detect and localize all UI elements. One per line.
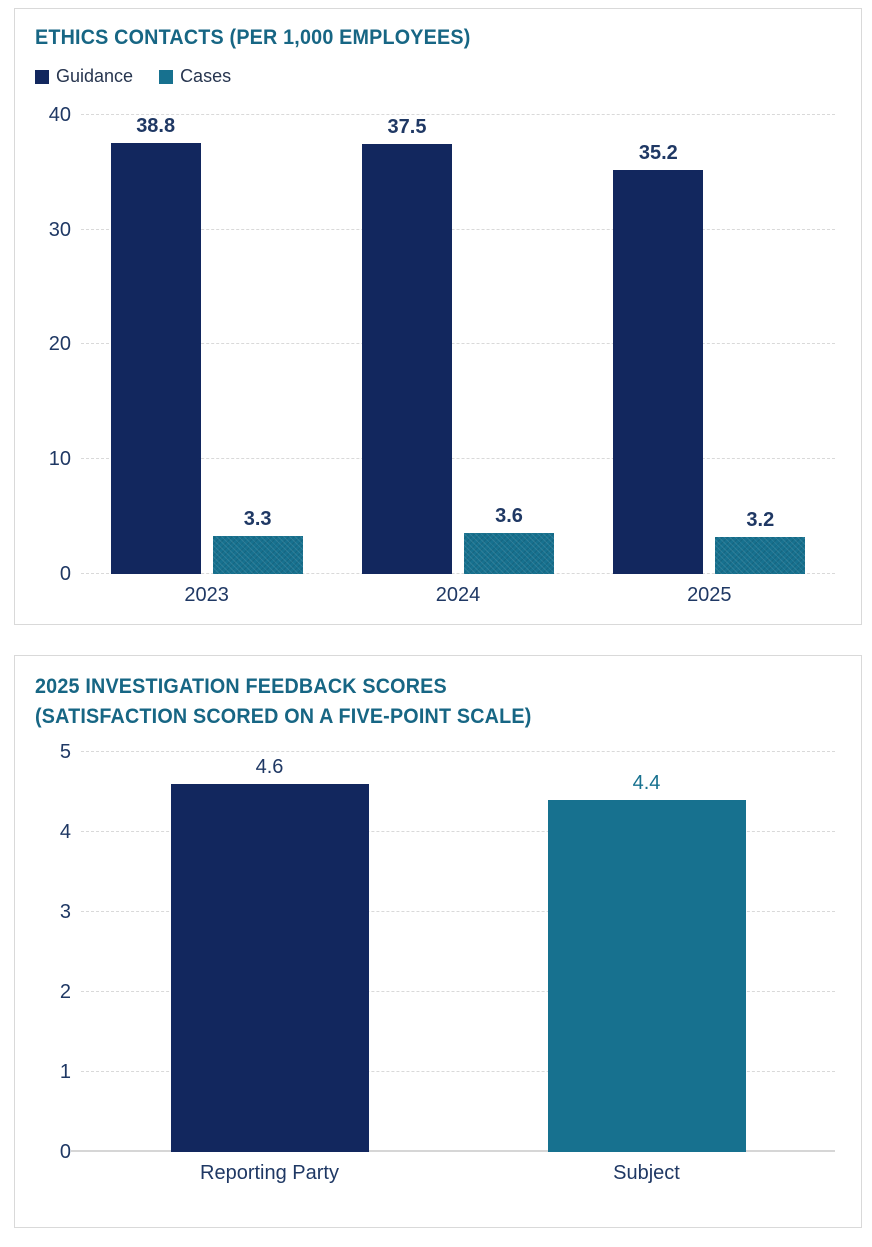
feedback-scores-plot-area: 0 1 2 3 4 5 4.6 4.4 bbox=[60, 741, 835, 1163]
bar-and-label: 3.3 bbox=[212, 115, 303, 574]
cases-swatch-icon bbox=[159, 69, 174, 84]
bar-and-label: 37.5 bbox=[361, 115, 452, 574]
bar-group-reporting-party: 4.6 bbox=[170, 752, 369, 1152]
gridline-y40 bbox=[81, 113, 835, 115]
y-tick-label: 2 bbox=[59, 980, 71, 1003]
bar-value-label: 4.6 bbox=[255, 755, 284, 778]
bar-and-label: 3.6 bbox=[463, 115, 554, 574]
y-tick-label: 3 bbox=[59, 900, 71, 923]
bar-cases-2025 bbox=[715, 537, 806, 574]
legend-label: Cases bbox=[180, 66, 232, 87]
bar-value-label: 3.6 bbox=[495, 504, 523, 527]
guidance-swatch-icon bbox=[35, 69, 49, 84]
feedback-scores-x-axis: Reporting Party Subject bbox=[81, 1162, 835, 1185]
bar-guidance-2025 bbox=[613, 169, 704, 574]
bar-value-label: 4.4 bbox=[632, 771, 661, 794]
bar-groups: 4.6 4.4 bbox=[81, 752, 835, 1152]
legend-item-cases: Cases bbox=[159, 66, 231, 87]
gridline-y0 bbox=[81, 572, 835, 574]
chart-title: ETHICS CONTACTS (PER 1,000 EMPLOYEES) bbox=[35, 26, 471, 49]
y-tick-label: 10 bbox=[48, 448, 71, 471]
gridline-y3 bbox=[81, 910, 835, 912]
bar-and-label: 4.6 bbox=[170, 752, 369, 1152]
bar-cases-2023 bbox=[212, 535, 303, 574]
y-tick-label: 0 bbox=[59, 1140, 71, 1163]
gridline-y20 bbox=[81, 343, 835, 345]
bar-guidance-2024 bbox=[361, 143, 452, 574]
bar-group-2025: 35.2 3.2 bbox=[613, 115, 806, 574]
gridline-y1 bbox=[81, 1070, 835, 1072]
bar-value-label: 38.8 bbox=[136, 114, 176, 137]
legend-item-guidance: Guidance bbox=[35, 66, 133, 87]
gridline-y0 bbox=[71, 1149, 835, 1152]
x-axis-label-subject: Subject bbox=[613, 1161, 680, 1184]
bar-and-label: 3.2 bbox=[715, 115, 806, 574]
y-tick-label: 40 bbox=[48, 103, 71, 126]
gridline-y10 bbox=[81, 458, 835, 460]
bar-and-label: 35.2 bbox=[613, 115, 704, 574]
y-tick-label: 1 bbox=[59, 1060, 71, 1083]
feedback-scores-chart-card: 2025 INVESTIGATION FEEDBACK SCORES (SATI… bbox=[14, 655, 862, 1228]
x-axis-label-2023: 2023 bbox=[184, 583, 229, 606]
bar-group-2023: 38.8 3.3 bbox=[110, 114, 303, 574]
bar-guidance-2023 bbox=[110, 142, 201, 574]
y-tick-label: 5 bbox=[59, 740, 71, 763]
bar-value-label: 3.2 bbox=[746, 509, 775, 532]
chart-title: 2025 INVESTIGATION FEEDBACK SCORES bbox=[35, 675, 447, 698]
x-axis-label-reporting-party: Reporting Party bbox=[200, 1161, 339, 1184]
x-axis-label-2024: 2024 bbox=[435, 583, 481, 606]
y-tick-label: 4 bbox=[59, 820, 71, 843]
bar-value-label: 35.2 bbox=[638, 141, 678, 164]
gridline-y5 bbox=[81, 750, 835, 752]
bar-value-label: 37.5 bbox=[387, 115, 427, 138]
bar-group-subject: 4.4 bbox=[547, 752, 746, 1152]
bar-value-label: 3.3 bbox=[243, 507, 272, 530]
gridline-y2 bbox=[81, 990, 835, 992]
ethics-contacts-plot-area: 0 10 20 30 40 38.8 3.3 37.5 3.6 35.2 3.2 bbox=[49, 104, 835, 585]
bar-groups: 38.8 3.3 37.5 3.6 35.2 3.2 bbox=[81, 115, 835, 574]
y-tick-label: 0 bbox=[59, 562, 71, 585]
bar-score-reporting-party bbox=[170, 783, 369, 1152]
y-tick-label: 30 bbox=[48, 218, 71, 241]
bar-and-label: 4.4 bbox=[547, 752, 746, 1152]
ethics-contacts-chart-card: ETHICS CONTACTS (PER 1,000 EMPLOYEES) Gu… bbox=[14, 8, 862, 625]
bar-group-2024: 37.5 3.6 bbox=[361, 115, 554, 574]
y-tick-label: 20 bbox=[48, 333, 71, 356]
ethics-contacts-x-axis: 2023 2024 2025 bbox=[81, 584, 835, 607]
x-axis-label-2025: 2025 bbox=[687, 583, 732, 606]
bar-and-label: 38.8 bbox=[110, 114, 201, 574]
chart-legend: Guidance Cases bbox=[35, 66, 841, 88]
bar-score-subject bbox=[547, 799, 746, 1152]
legend-label: Guidance bbox=[56, 66, 134, 87]
bar-cases-2024 bbox=[463, 532, 554, 574]
chart-subtitle: (SATISFACTION SCORED ON A FIVE-POINT SCA… bbox=[35, 704, 532, 728]
gridline-y30 bbox=[81, 228, 835, 230]
gridline-y4 bbox=[81, 830, 835, 832]
